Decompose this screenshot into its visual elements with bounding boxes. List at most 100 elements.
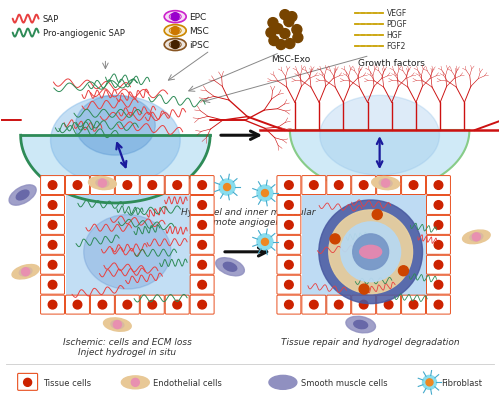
FancyBboxPatch shape	[40, 255, 64, 274]
Text: HGF: HGF	[386, 31, 402, 40]
Circle shape	[384, 181, 393, 189]
Circle shape	[198, 260, 206, 269]
Polygon shape	[290, 130, 470, 192]
Text: VEGF: VEGF	[386, 9, 407, 18]
Ellipse shape	[50, 95, 180, 185]
Circle shape	[426, 379, 433, 386]
FancyBboxPatch shape	[376, 175, 400, 195]
Ellipse shape	[346, 316, 376, 333]
FancyBboxPatch shape	[40, 175, 64, 195]
Ellipse shape	[12, 264, 39, 279]
FancyBboxPatch shape	[140, 175, 164, 195]
Circle shape	[384, 300, 393, 309]
Circle shape	[148, 300, 156, 309]
Circle shape	[22, 268, 30, 276]
Circle shape	[398, 266, 408, 276]
Circle shape	[284, 280, 293, 289]
Circle shape	[409, 181, 418, 189]
Ellipse shape	[379, 179, 392, 187]
Circle shape	[269, 36, 279, 46]
FancyBboxPatch shape	[327, 295, 350, 314]
Text: SAP: SAP	[42, 15, 59, 24]
FancyBboxPatch shape	[40, 216, 64, 234]
Circle shape	[266, 28, 276, 38]
Circle shape	[48, 200, 57, 209]
Text: Hydrogel and inner molecular
promote angiogenesis: Hydrogel and inner molecular promote ang…	[181, 208, 316, 227]
FancyBboxPatch shape	[352, 295, 376, 314]
Ellipse shape	[470, 233, 483, 241]
Circle shape	[132, 378, 140, 386]
Ellipse shape	[320, 95, 440, 175]
Circle shape	[330, 234, 340, 244]
Circle shape	[198, 181, 206, 189]
Circle shape	[48, 221, 57, 229]
FancyBboxPatch shape	[277, 216, 301, 234]
Circle shape	[434, 241, 443, 249]
FancyBboxPatch shape	[426, 235, 450, 254]
Circle shape	[310, 181, 318, 189]
Circle shape	[434, 300, 443, 309]
FancyBboxPatch shape	[277, 295, 301, 314]
Circle shape	[360, 181, 368, 189]
FancyBboxPatch shape	[40, 195, 64, 214]
Ellipse shape	[104, 318, 131, 331]
FancyBboxPatch shape	[426, 195, 450, 214]
Circle shape	[262, 238, 268, 245]
Circle shape	[198, 300, 206, 309]
Circle shape	[98, 181, 106, 189]
Circle shape	[292, 25, 302, 35]
Text: Tissue repair and hydrogel degradation: Tissue repair and hydrogel degradation	[282, 337, 460, 347]
Circle shape	[280, 29, 290, 39]
Ellipse shape	[462, 230, 490, 244]
Circle shape	[293, 33, 303, 42]
Text: Pro-angiogenic SAP: Pro-angiogenic SAP	[42, 29, 124, 38]
FancyBboxPatch shape	[66, 175, 90, 195]
Circle shape	[472, 233, 480, 241]
FancyBboxPatch shape	[402, 295, 425, 314]
Circle shape	[224, 183, 230, 191]
Circle shape	[284, 300, 293, 309]
Circle shape	[268, 17, 278, 28]
FancyBboxPatch shape	[190, 235, 214, 254]
FancyBboxPatch shape	[40, 275, 64, 294]
FancyBboxPatch shape	[165, 175, 189, 195]
FancyBboxPatch shape	[277, 235, 301, 254]
FancyBboxPatch shape	[402, 175, 425, 195]
Ellipse shape	[354, 320, 368, 329]
Circle shape	[198, 200, 206, 209]
Circle shape	[434, 200, 443, 209]
Ellipse shape	[122, 376, 150, 389]
Circle shape	[382, 179, 390, 187]
Text: MSC-Exo: MSC-Exo	[271, 54, 310, 64]
FancyBboxPatch shape	[426, 175, 450, 195]
FancyBboxPatch shape	[426, 255, 450, 274]
FancyBboxPatch shape	[426, 275, 450, 294]
Circle shape	[352, 234, 388, 270]
Ellipse shape	[216, 258, 244, 276]
Circle shape	[372, 210, 382, 220]
FancyBboxPatch shape	[190, 195, 214, 214]
Text: EPC: EPC	[189, 13, 206, 22]
FancyBboxPatch shape	[116, 175, 140, 195]
Circle shape	[360, 300, 368, 309]
FancyBboxPatch shape	[18, 374, 38, 390]
FancyBboxPatch shape	[190, 275, 214, 294]
Text: Tissue cells: Tissue cells	[42, 379, 90, 388]
FancyBboxPatch shape	[140, 295, 164, 314]
FancyBboxPatch shape	[66, 295, 90, 314]
Circle shape	[329, 210, 412, 294]
FancyBboxPatch shape	[90, 295, 114, 314]
FancyBboxPatch shape	[277, 275, 301, 294]
Text: Growth factors: Growth factors	[358, 60, 424, 69]
Ellipse shape	[372, 177, 400, 190]
Circle shape	[114, 320, 122, 329]
Text: FGF2: FGF2	[386, 42, 406, 51]
Bar	[66, 195, 190, 310]
Circle shape	[198, 280, 206, 289]
Circle shape	[257, 234, 273, 250]
Ellipse shape	[224, 262, 237, 271]
Circle shape	[98, 179, 106, 187]
Text: Smooth muscle cells: Smooth muscle cells	[301, 379, 388, 388]
Ellipse shape	[360, 245, 382, 258]
Ellipse shape	[96, 179, 109, 187]
